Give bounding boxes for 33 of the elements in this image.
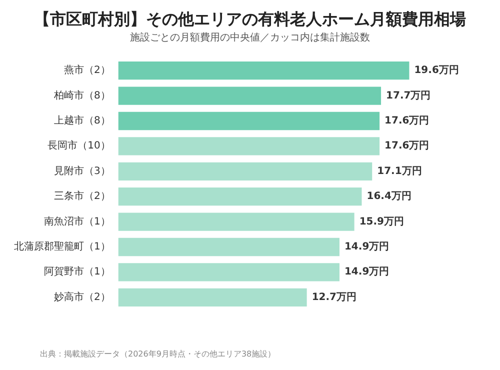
y-tick-label: 上越市（8）	[54, 114, 110, 126]
bar	[118, 238, 340, 256]
bar	[118, 62, 410, 80]
y-tick-label: 燕市（2）	[64, 64, 110, 76]
bar	[118, 188, 362, 206]
bar	[118, 288, 307, 306]
data-label: 17.6万円	[384, 116, 430, 126]
bar	[118, 212, 354, 231]
data-label: 17.6万円	[384, 140, 430, 152]
data-label: 14.9万円	[344, 242, 390, 252]
chart-subtitle: 施設ごとの月額費用の中央値／カッコ内は集計施設数	[130, 32, 370, 44]
bar	[118, 263, 340, 282]
y-tick-label: 北蒲原郡聖籠町（1）	[14, 240, 110, 252]
y-tick-label: 三条市（2）	[54, 190, 110, 202]
y-tick-label: 阿賀野市（1）	[44, 266, 110, 278]
data-label: 17.7万円	[386, 90, 431, 102]
bar	[118, 112, 380, 130]
data-label: 14.9万円	[344, 266, 390, 278]
data-label: 15.9万円	[359, 216, 404, 228]
data-label: 16.4万円	[366, 191, 412, 202]
y-tick-label: 妙高市（2）	[54, 290, 110, 303]
bar	[118, 137, 380, 156]
data-label: 19.6万円	[414, 65, 459, 76]
y-tick-label: 南魚沼市（1）	[44, 215, 110, 228]
bar	[118, 162, 372, 180]
y-tick-label: 長岡市（10）	[48, 140, 110, 152]
chart-title: 【市区町村別】その他エリアの有料老人ホーム月額費用相場	[34, 10, 466, 28]
y-tick-label: 柏崎市（8）	[52, 89, 110, 102]
data-label: 12.7万円	[312, 292, 357, 303]
data-label: 17.1万円	[377, 166, 422, 177]
bar	[118, 86, 382, 105]
source-note: 出典：掲載施設データ（2026年9月時点・その他エリア38施設）	[40, 350, 276, 358]
y-tick-label: 見附市（3）	[54, 164, 110, 177]
